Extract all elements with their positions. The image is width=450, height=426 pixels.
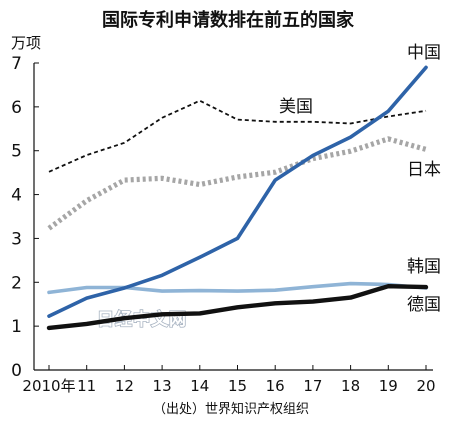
y-unit-label: 万项 <box>11 34 41 52</box>
x-tick-label: 19 <box>379 377 398 395</box>
series-label: 韩国 <box>407 257 441 277</box>
y-tick-label: 3 <box>11 229 22 249</box>
series-line <box>47 65 428 318</box>
series-line <box>47 281 428 295</box>
series-line <box>46 284 429 331</box>
x-tick-label: 15 <box>228 377 247 395</box>
x-tick-label: 11 <box>77 377 96 395</box>
x-tick-label: 2010年 <box>22 377 75 395</box>
x-tick-label: 14 <box>190 377 209 395</box>
series-label: 美国 <box>279 97 313 117</box>
series-label: 德国 <box>407 295 441 315</box>
y-tick-label: 6 <box>11 98 22 118</box>
series-label: 中国 <box>407 43 441 63</box>
y-tick-label: 1 <box>11 317 22 337</box>
y-tick-label: 0 <box>11 361 22 381</box>
source-note: （出处）世界知识产权组织 <box>153 401 309 417</box>
x-tick-label: 16 <box>266 377 285 395</box>
series-line <box>48 99 427 173</box>
y-tick-label: 7 <box>11 54 22 74</box>
series-label: 日本 <box>407 160 441 180</box>
series-line <box>47 136 427 231</box>
x-tick-label: 18 <box>341 377 360 395</box>
y-tick-label: 4 <box>11 186 22 206</box>
y-tick-label: 5 <box>11 142 22 162</box>
x-tick-label: 17 <box>303 377 322 395</box>
x-tick-label: 12 <box>115 377 134 395</box>
x-tick-label: 20 <box>416 377 435 395</box>
series-layer <box>46 65 429 331</box>
chart-title: 国际专利申请数排在前五的国家 <box>102 9 355 31</box>
x-tick-label: 13 <box>153 377 172 395</box>
y-tick-label: 2 <box>11 273 22 293</box>
